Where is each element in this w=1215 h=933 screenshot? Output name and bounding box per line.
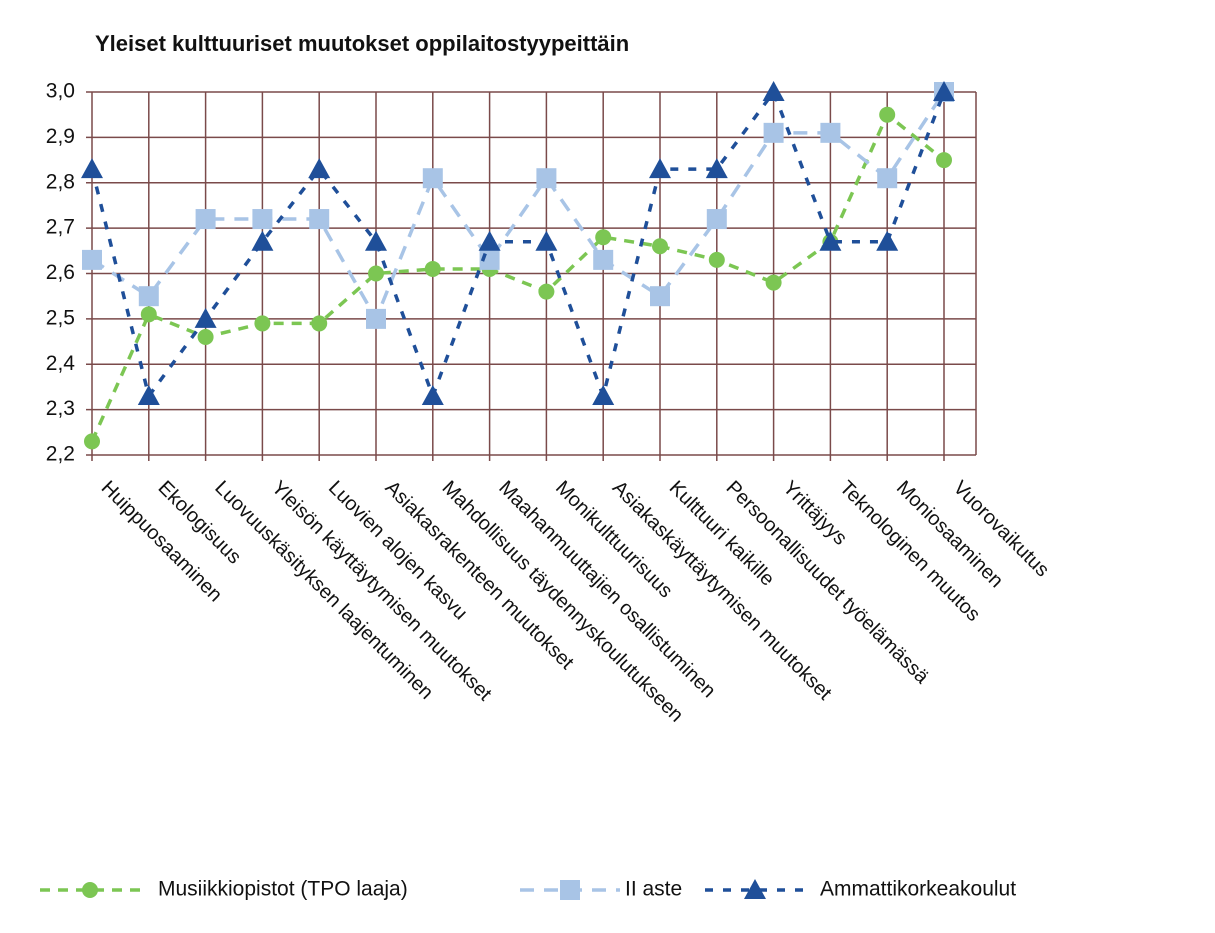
- point: [593, 249, 614, 270]
- y-tick-label: 2,3: [46, 397, 75, 420]
- point: [762, 81, 785, 101]
- point: [876, 230, 899, 251]
- point: [308, 158, 331, 179]
- point: [309, 209, 330, 230]
- y-tick-label: 2,9: [46, 125, 75, 148]
- legend-label: Musiikkiopistot (TPO laaja): [158, 878, 408, 901]
- y-tick-label: 2,6: [46, 261, 75, 284]
- y-tick-label: 2,7: [46, 216, 75, 239]
- point: [421, 385, 444, 406]
- point: [708, 251, 725, 268]
- point: [82, 249, 102, 270]
- legend-marker: [82, 882, 98, 898]
- point: [140, 306, 157, 323]
- point: [538, 283, 555, 300]
- legend-label: II aste: [625, 878, 682, 901]
- point: [81, 158, 103, 179]
- point: [366, 308, 386, 329]
- point: [706, 209, 727, 230]
- point: [535, 230, 558, 251]
- point: [763, 122, 784, 143]
- series-line: [90, 111, 946, 443]
- point: [137, 385, 160, 406]
- point: [252, 209, 273, 230]
- y-tick-label: 2,2: [46, 443, 75, 466]
- point: [422, 168, 443, 189]
- point: [705, 158, 728, 179]
- y-tick-label: 2,5: [46, 306, 75, 329]
- series-line: [90, 88, 946, 402]
- y-tick-label: 2,4: [46, 352, 76, 375]
- x-tick-label: Vuorovaikutus: [949, 477, 1054, 582]
- point: [365, 230, 387, 251]
- point: [424, 260, 441, 277]
- point: [478, 230, 501, 251]
- series-line: [91, 91, 946, 323]
- point: [649, 158, 671, 179]
- point: [879, 106, 896, 123]
- y-tick-label: 2,8: [46, 170, 75, 193]
- legend-marker: [560, 880, 580, 900]
- point: [933, 81, 955, 101]
- point: [197, 329, 214, 346]
- point: [650, 286, 670, 307]
- y-tick-label: 3,0: [46, 80, 75, 103]
- chart-title: Yleiset kulttuuriset muutokset oppilaito…: [95, 31, 629, 56]
- point: [877, 168, 898, 189]
- point: [936, 152, 952, 169]
- point: [311, 315, 328, 332]
- legend-label: Ammattikorkeakoulut: [820, 878, 1016, 901]
- x-tick-label: Persoonallisuudet työelämässä: [722, 477, 934, 689]
- point: [138, 286, 159, 307]
- point: [251, 230, 274, 251]
- point: [765, 274, 782, 291]
- point: [592, 385, 615, 406]
- point: [254, 315, 271, 332]
- point: [368, 265, 384, 282]
- point: [194, 307, 217, 328]
- x-tick-label: Kulttuuri kaikille: [665, 477, 779, 591]
- point: [536, 168, 557, 189]
- point: [820, 122, 841, 143]
- legend-marker: [744, 879, 766, 899]
- point: [652, 238, 668, 255]
- point: [595, 229, 612, 246]
- point: [819, 230, 842, 251]
- point: [84, 433, 100, 450]
- point: [195, 209, 216, 230]
